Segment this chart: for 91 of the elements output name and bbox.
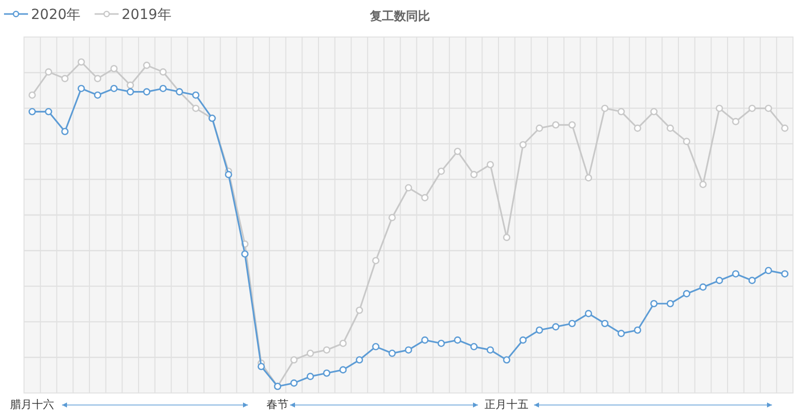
point [44, 108, 52, 116]
point [764, 104, 772, 112]
point [421, 194, 429, 202]
point [404, 346, 412, 354]
point [764, 266, 772, 274]
point [126, 82, 134, 89]
point [732, 270, 740, 278]
point [290, 356, 298, 364]
point [356, 356, 364, 364]
point [519, 141, 527, 148]
point [143, 88, 150, 96]
point [470, 343, 478, 350]
point [258, 362, 265, 370]
point [159, 84, 167, 92]
point [650, 108, 658, 116]
point [290, 379, 298, 387]
point [94, 74, 102, 82]
point [339, 340, 347, 347]
x-tick-label: 春节 [266, 398, 289, 411]
x-tick-label: 腊月十六 [10, 398, 54, 411]
point [159, 68, 167, 76]
point [192, 104, 200, 112]
point [323, 346, 330, 354]
point [732, 118, 740, 126]
point [568, 121, 576, 129]
legend-label: 2019年 [122, 7, 172, 23]
point [372, 256, 380, 264]
point [716, 276, 724, 284]
point [584, 174, 592, 182]
x-tick-label: 正月十五 [484, 398, 529, 411]
point [601, 320, 608, 328]
point [618, 108, 625, 116]
point [666, 124, 674, 132]
point [306, 372, 314, 380]
point [388, 214, 396, 222]
point [486, 160, 494, 168]
point [503, 234, 510, 242]
point [552, 121, 560, 129]
point [388, 350, 396, 357]
point [601, 104, 608, 112]
point [372, 343, 380, 350]
point [552, 323, 560, 330]
point [323, 369, 330, 377]
point [421, 336, 429, 344]
point [519, 336, 527, 344]
point [748, 276, 756, 284]
point [634, 326, 642, 334]
point [438, 168, 445, 175]
point [404, 184, 412, 192]
point [666, 300, 674, 308]
legend-label: 2020年 [31, 7, 81, 23]
point [568, 320, 576, 328]
point [110, 84, 118, 92]
point [699, 180, 707, 188]
point [339, 366, 347, 374]
point [44, 68, 52, 76]
point [438, 340, 445, 347]
point [781, 270, 788, 278]
point [78, 84, 85, 92]
point [94, 91, 102, 99]
point [126, 88, 134, 96]
point [716, 104, 724, 112]
point [61, 74, 69, 82]
point [536, 124, 544, 132]
point [618, 330, 625, 338]
point [470, 170, 478, 178]
point [454, 148, 462, 156]
point [781, 124, 788, 132]
point [78, 58, 85, 66]
point [650, 300, 658, 308]
point [683, 290, 690, 298]
point [241, 250, 249, 258]
point [192, 91, 200, 99]
point [356, 306, 364, 314]
point [486, 346, 494, 354]
point [28, 108, 36, 116]
point [61, 128, 69, 136]
point [454, 336, 462, 344]
point [143, 62, 150, 69]
point [306, 350, 314, 357]
point [110, 64, 118, 72]
point [224, 170, 232, 178]
point [536, 326, 544, 334]
point [748, 104, 756, 112]
point [503, 356, 510, 364]
chart-title: 复工数同比 [369, 9, 430, 23]
point [28, 91, 36, 99]
point [699, 283, 707, 291]
point [634, 124, 642, 132]
point [584, 310, 592, 318]
point [683, 138, 690, 146]
